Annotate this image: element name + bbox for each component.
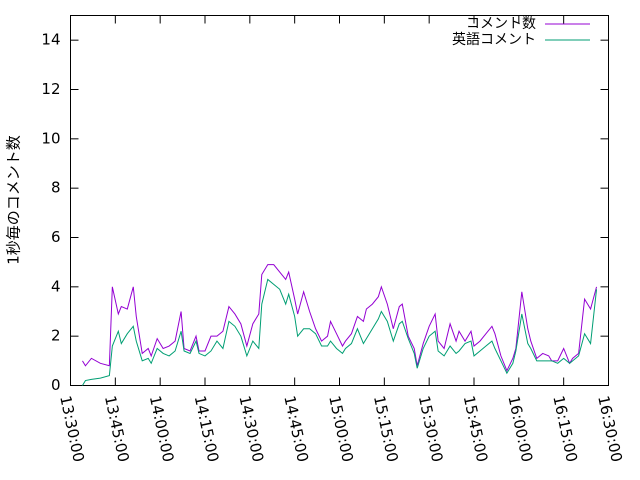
y-tick-label: 8 [51,179,61,197]
data-line [82,264,598,372]
data-line [82,278,598,386]
y-tick-label: 12 [41,80,60,98]
y-tick-label: 0 [51,376,61,394]
legend-label: 英語コメント [452,31,536,48]
y-tick-label: 14 [41,31,60,49]
y-axis-label: 1秒毎のコメント数 [5,135,23,265]
y-tick-label: 6 [51,228,61,246]
y-tick-label: 10 [41,129,60,147]
y-tick-label: 4 [51,277,61,295]
y-tick-label: 2 [51,327,61,345]
legend-label: コメント数 [466,16,536,32]
